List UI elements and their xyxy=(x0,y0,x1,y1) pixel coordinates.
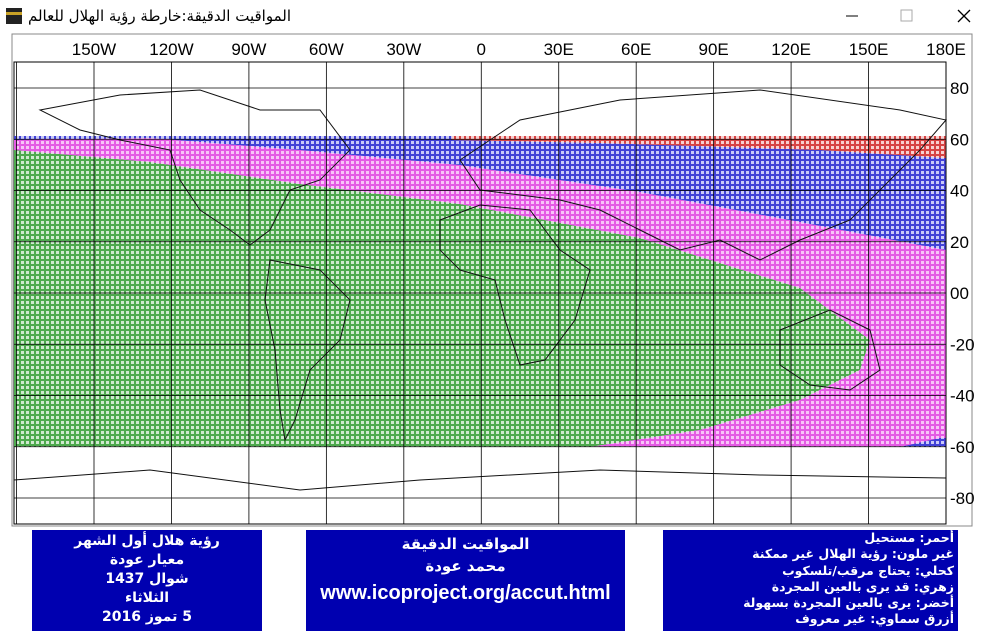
title-bar-graphics xyxy=(6,8,971,24)
longitude-label: 90E xyxy=(699,40,729,59)
latitude-label: 60 xyxy=(950,130,969,149)
longitude-label: 180E xyxy=(926,40,966,59)
north-america xyxy=(38,89,351,246)
south-america xyxy=(264,259,351,442)
axis-labels: 150W 120W 90W 60W 30W 0 30E 60E 90E 120E 150E 180E 8… xyxy=(72,40,975,508)
coastlines xyxy=(13,89,947,491)
eurasia xyxy=(459,89,947,261)
window-title: المواقيت الدقيقة:خارطة رؤية الهلال للعال… xyxy=(28,7,291,25)
box-line: 5 تموز 2016 xyxy=(102,609,192,625)
latitude-label: -80 xyxy=(950,489,975,508)
box-line: أزرق سماوي: غير معروف xyxy=(795,611,954,627)
latitude-label: -60 xyxy=(950,438,975,457)
box-line: أخضر: يرى بالعين المجردة بسهولة xyxy=(743,595,954,611)
latitude-label: -20 xyxy=(950,335,975,354)
box-line: الثلاثاء xyxy=(124,590,170,606)
zone-telescope-south xyxy=(900,438,946,447)
maximize-button[interactable] xyxy=(900,9,913,22)
grid xyxy=(14,62,947,524)
latitude-label: 00 xyxy=(950,284,969,303)
longitude-label: 0 xyxy=(477,40,486,59)
legend-box: أحمر: مستحيل غير ملون: رؤية الهلال غير مم… xyxy=(663,530,958,631)
box-line: رؤية هلال أول الشهر xyxy=(74,533,220,549)
longitude-label: 60W xyxy=(309,40,344,59)
info-box: رؤية هلال أول الشهر معيار عودة شوال 1437 ال… xyxy=(32,530,262,631)
box-line: المواقيت الدقيقة xyxy=(401,535,530,553)
visibility-map: 150W 120W 90W 60W 30W 0 30E 60E 90E 120E 150E 180E 8… xyxy=(11,33,975,527)
longitude-label: 30W xyxy=(386,40,421,59)
africa xyxy=(439,204,591,366)
box-line: غير ملون: رؤية الهلال غير ممكنة xyxy=(752,546,954,562)
longitude-label: 90W xyxy=(231,40,266,59)
antarctica xyxy=(13,469,947,491)
box-line: شوال 1437 xyxy=(105,571,189,587)
longitude-label: 150E xyxy=(849,40,889,59)
zone-naked-eye xyxy=(14,136,946,447)
latitude-label: -40 xyxy=(950,387,975,406)
longitude-label: 150W xyxy=(72,40,116,59)
latitude-label: 40 xyxy=(950,182,969,201)
latitude-label: 80 xyxy=(950,79,969,98)
zone-impossible xyxy=(452,136,946,158)
longitude-label: 120W xyxy=(149,40,193,59)
close-button[interactable] xyxy=(957,9,971,23)
app-icon-band xyxy=(6,12,22,15)
box-line: أحمر: مستحيل xyxy=(864,530,954,545)
longitude-label: 30E xyxy=(544,40,574,59)
zone-telescope xyxy=(14,136,946,250)
australia xyxy=(779,309,881,391)
longitude-label: 60E xyxy=(621,40,651,59)
box-line: www.icoproject.org/accut.html xyxy=(320,582,611,604)
title-bar: المواقيت الدقيقة:خارطة رؤية الهلال للعال… xyxy=(0,0,984,32)
latitude-label: 20 xyxy=(950,233,969,252)
box-line: كحلي: يحتاج مرقب/تلسكوب xyxy=(782,562,954,578)
zone-easy-naked-eye xyxy=(14,150,870,447)
box-line: محمد عودة xyxy=(425,557,506,575)
box-line: معيار عودة xyxy=(109,552,185,568)
box-line: زهري: قد يرى بالعين المجردة xyxy=(771,578,954,594)
longitude-label: 120E xyxy=(771,40,811,59)
author-box: المواقيت الدقيقة محمد عودة www.icoproject.… xyxy=(306,530,625,631)
